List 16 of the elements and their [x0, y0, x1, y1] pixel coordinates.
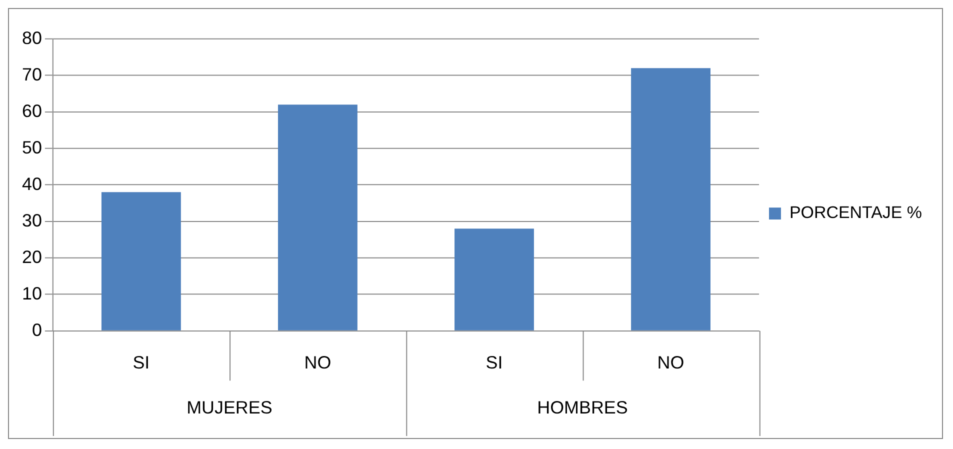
x-tick-label: SI	[486, 352, 503, 372]
y-tick-label: 40	[22, 174, 42, 194]
text: HOMBRES	[537, 397, 628, 418]
y-tick-label: 20	[22, 246, 42, 267]
x-tick-label: NO	[304, 352, 332, 372]
y-tick-label: 80	[22, 28, 42, 48]
legend-label: PORCENTAJE %	[789, 203, 922, 222]
y-tick-label: 0	[32, 320, 42, 340]
x-tick-label: NO	[657, 352, 684, 372]
y-tick-label: 30	[22, 210, 42, 230]
text: MUJERES	[186, 397, 272, 418]
y-tick-label: 50	[22, 137, 42, 158]
y-tick-label: 70	[22, 64, 42, 84]
x-tick-label: SI	[132, 352, 150, 372]
y-tick-label: 10	[22, 283, 42, 304]
y-tick-label: 60	[22, 100, 42, 121]
